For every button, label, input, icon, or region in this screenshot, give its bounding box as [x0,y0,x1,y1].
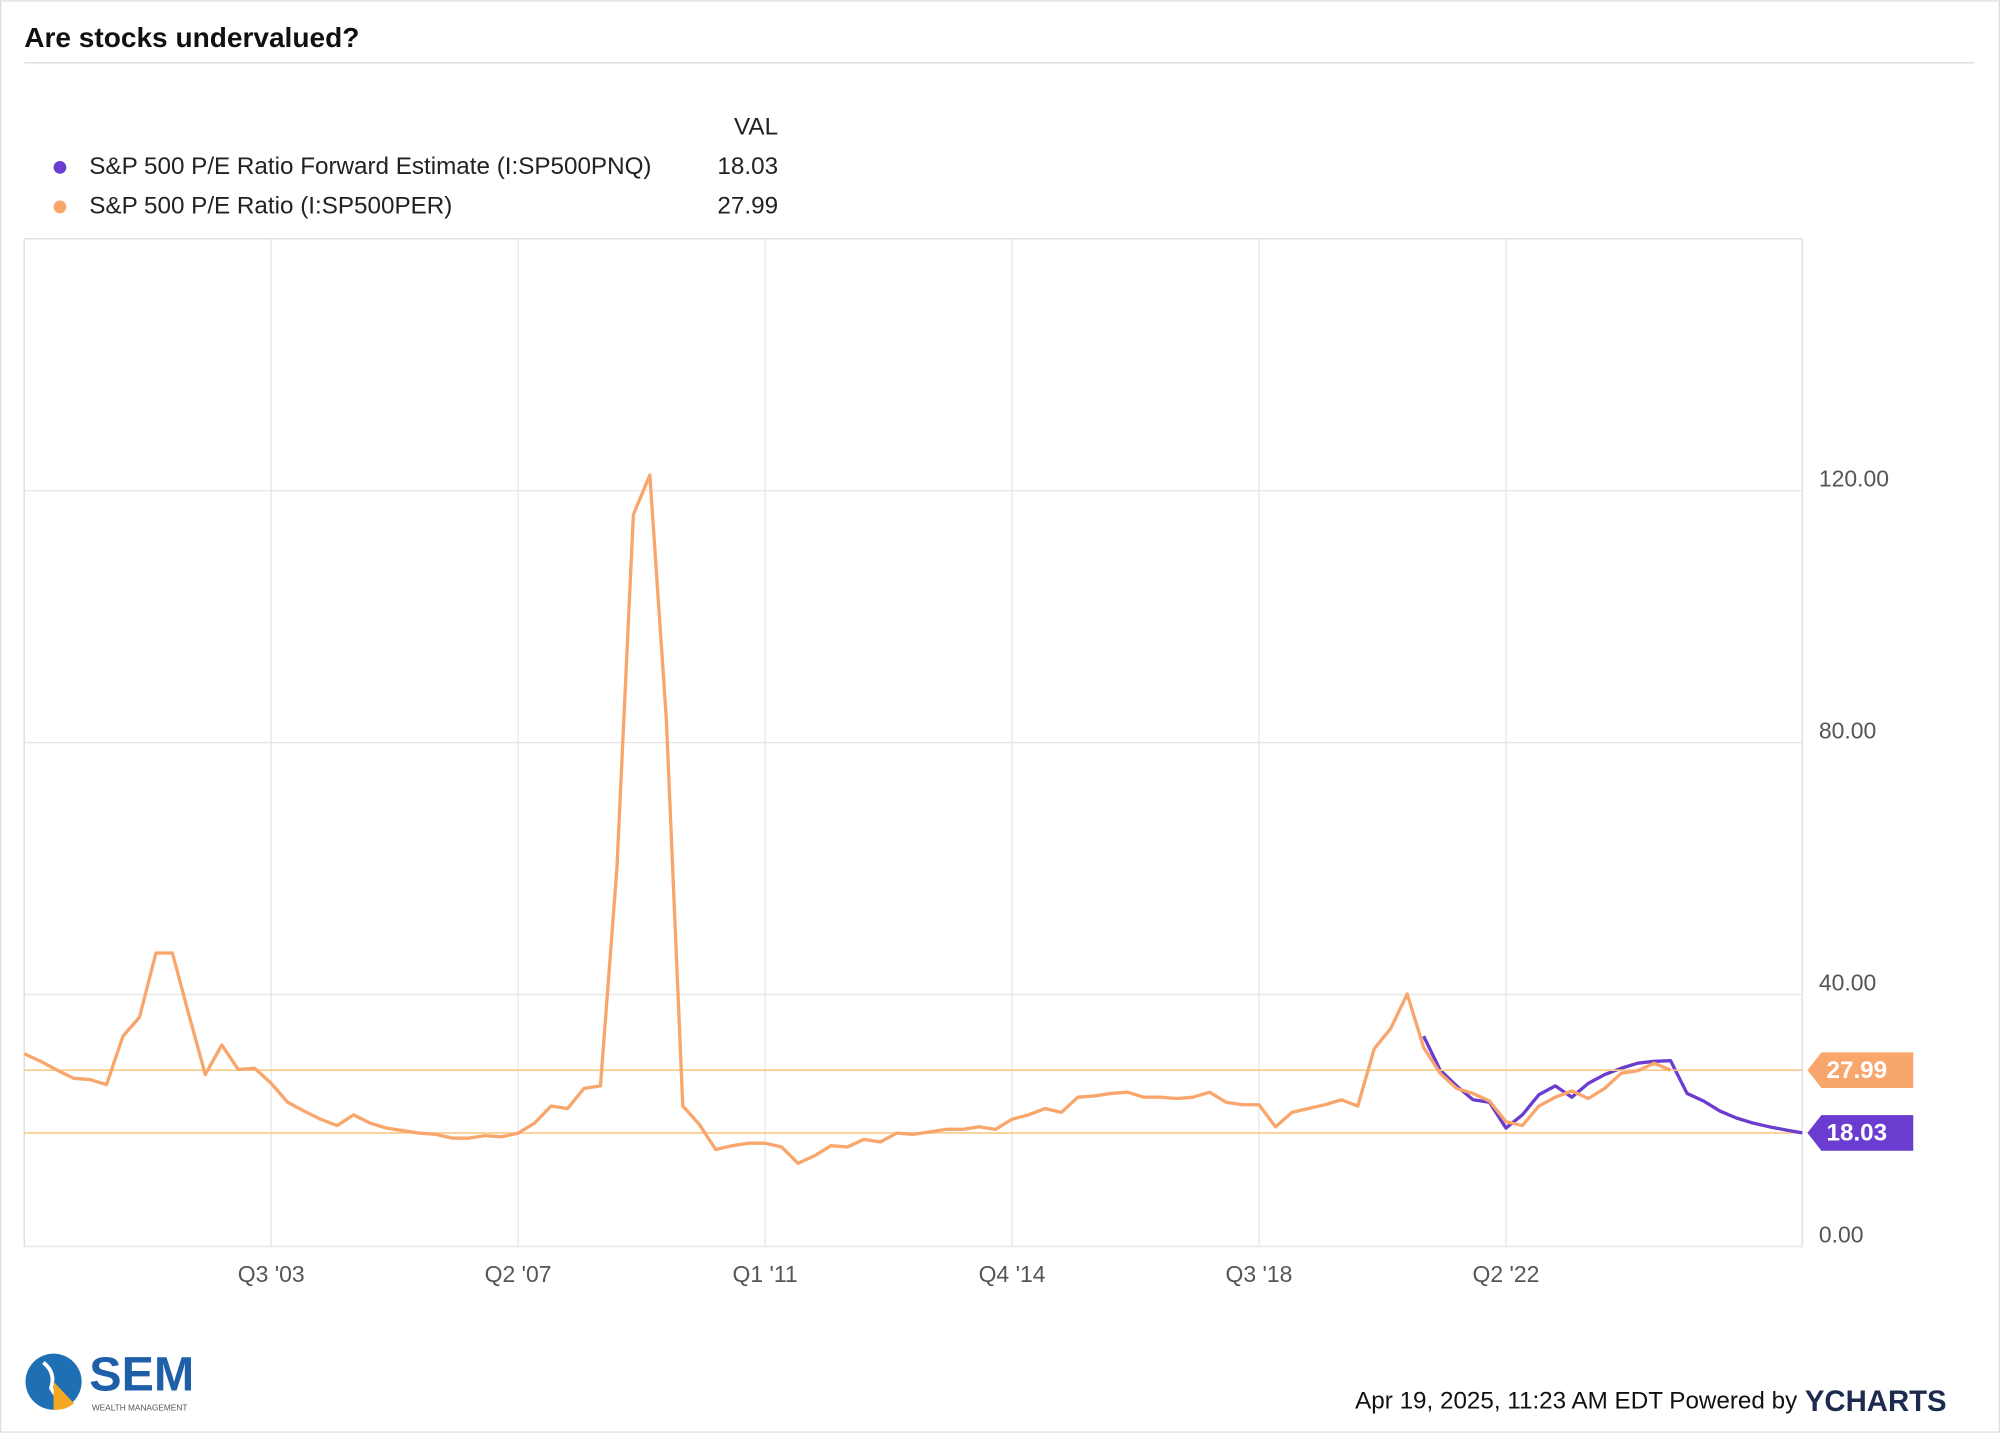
y-tick-label: 120.00 [1819,466,1889,492]
y-tick-label: 40.00 [1819,969,1876,995]
logo-name: SEM [89,1348,194,1402]
value-tag [1807,1115,1914,1151]
legend-label: S&P 500 P/E Ratio Forward Estimate (I:SP… [89,153,651,180]
value-tag-label: 18.03 [1827,1120,1888,1147]
series-line [1422,1035,1803,1135]
value-tag [1807,1052,1914,1089]
footer-timestamp: Apr 19, 2025, 11:23 AM EDT Powered by [1355,1387,1798,1414]
legend-value: 27.99 [717,192,778,219]
legend-marker [53,161,67,174]
logo-mark [42,1361,66,1410]
x-tick-label: Q3 '18 [1226,1261,1293,1287]
y-tick-label: 80.00 [1819,718,1876,744]
x-tick-label: Q1 '11 [733,1261,798,1287]
x-tick-label: Q3 '03 [238,1261,305,1287]
logo-subtitle: WEALTH MANAGEMENT [92,1403,188,1413]
legend-value: 18.03 [717,153,778,180]
legend-label: S&P 500 P/E Ratio (I:SP500PER) [89,192,452,219]
legend-header: VAL [734,113,778,140]
logo-mark [53,1381,74,1410]
x-tick-label: Q4 '14 [979,1261,1046,1287]
x-tick-label: Q2 '07 [485,1261,552,1287]
x-tick-label: Q2 '22 [1473,1261,1540,1287]
legend-marker [53,200,67,214]
brand-logo: YCHARTS [1805,1385,1947,1418]
y-tick-label: 0.00 [1819,1221,1864,1247]
series-line [23,473,1672,1166]
chart-title: Are stocks undervalued? [24,22,359,53]
value-tag-label: 27.99 [1827,1057,1888,1084]
